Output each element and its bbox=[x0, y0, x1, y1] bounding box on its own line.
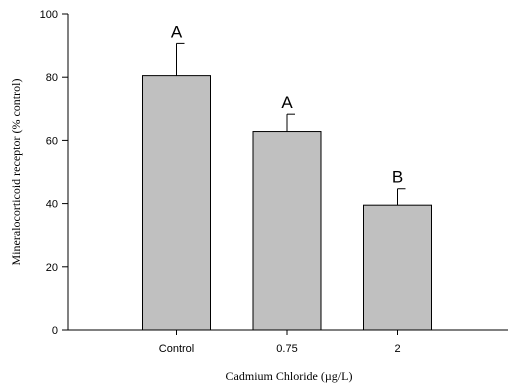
y-tick-label: 0 bbox=[52, 325, 58, 337]
significance-labels: A A B bbox=[171, 22, 403, 186]
y-axis-title: Mineralocorticoid receptor (% control) bbox=[9, 79, 23, 266]
x-axis-title: Cadmium Chloride (µg/L) bbox=[226, 369, 353, 383]
significance-label: A bbox=[171, 22, 183, 41]
y-tick-label: 20 bbox=[46, 262, 58, 274]
y-tick-label: 60 bbox=[46, 135, 58, 147]
y-axis-ticks: 0 20 40 60 80 100 bbox=[40, 9, 68, 337]
y-tick-label: 100 bbox=[40, 9, 58, 21]
x-tick-label: Control bbox=[159, 343, 194, 355]
significance-label: A bbox=[281, 93, 293, 112]
bar bbox=[142, 75, 211, 331]
x-tick-label: 2 bbox=[394, 343, 400, 355]
x-tick-label: 0.75 bbox=[276, 343, 297, 355]
bar bbox=[252, 131, 322, 331]
error-bars bbox=[176, 42, 406, 206]
x-axis-ticks: Control 0.75 2 bbox=[159, 330, 401, 355]
bar bbox=[363, 204, 432, 331]
y-tick-label: 80 bbox=[46, 72, 58, 84]
bars bbox=[142, 75, 432, 331]
significance-label: B bbox=[392, 168, 403, 187]
y-tick-label: 40 bbox=[46, 199, 58, 211]
